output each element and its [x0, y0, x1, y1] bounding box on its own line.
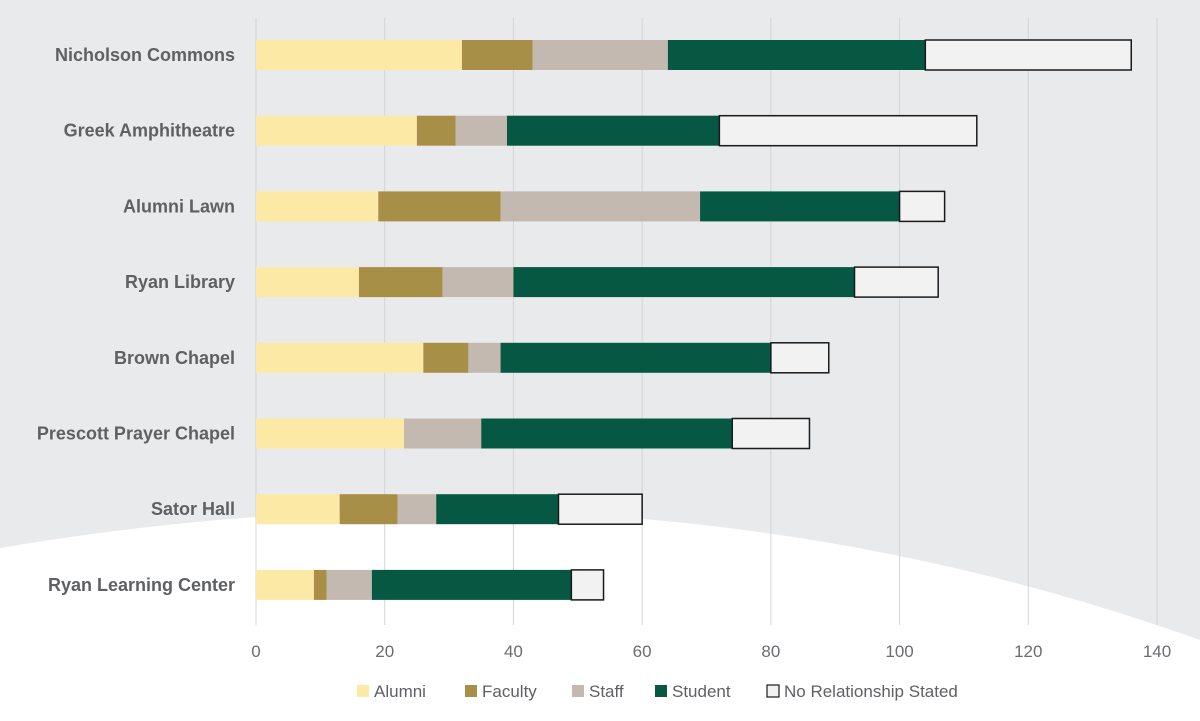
legend-label: No Relationship Stated — [784, 682, 958, 701]
legend-label: Staff — [589, 682, 624, 701]
bar-alumni — [256, 40, 462, 70]
bar-no-relationship-stated — [898, 190, 946, 223]
bar-staff — [468, 342, 501, 373]
bar-no-relationship-stated — [924, 39, 1133, 71]
bar-alumni — [256, 494, 340, 525]
legend-swatch — [655, 685, 667, 697]
legend-swatch — [465, 685, 477, 697]
bar-student — [506, 115, 720, 146]
bar-staff — [532, 40, 668, 70]
bar-faculty — [416, 115, 456, 146]
x-tick-label: 100 — [885, 642, 913, 661]
bar-alumni — [256, 267, 359, 298]
category-label: Brown Chapel — [114, 348, 235, 368]
legend: Alumni Faculty Staff Student No Relationship… — [357, 682, 958, 701]
bar-student — [371, 569, 572, 600]
x-tick-label: 60 — [633, 642, 652, 661]
category-label: Ryan Learning Center — [48, 575, 235, 595]
x-tick-label: 80 — [761, 642, 780, 661]
category-label: Nicholson Commons — [55, 45, 235, 65]
bar-staff — [326, 569, 372, 600]
category-label: Greek Amphitheatre — [64, 121, 235, 141]
category-label: Sator Hall — [151, 499, 235, 519]
bars — [256, 39, 1133, 601]
legend-label: Faculty — [482, 682, 537, 701]
bar-no-relationship-stated — [557, 493, 643, 525]
category-labels: Nicholson Commons Greek Amphitheatre Alumn… — [37, 45, 235, 595]
bar-alumni — [256, 418, 405, 449]
legend-swatch — [766, 684, 780, 698]
bar-student — [436, 494, 559, 525]
bar-faculty — [313, 569, 327, 600]
bar-no-relationship-stated — [731, 417, 811, 450]
category-label: Alumni Lawn — [123, 196, 235, 216]
bar-student — [667, 40, 926, 70]
legend-label: Alumni — [374, 682, 426, 701]
bar-alumni — [256, 569, 314, 600]
x-tick-label: 40 — [504, 642, 523, 661]
bar-faculty — [423, 342, 469, 373]
bar-faculty — [339, 494, 398, 525]
bar-staff — [500, 191, 701, 222]
bar-student — [500, 342, 771, 373]
bar-staff — [455, 115, 507, 146]
legend-swatch — [572, 685, 584, 697]
bar-staff — [404, 418, 482, 449]
bar-faculty — [461, 40, 533, 70]
x-tick-label: 120 — [1014, 642, 1042, 661]
category-label: Prescott Prayer Chapel — [37, 424, 235, 444]
bar-student — [700, 191, 900, 222]
legend-swatch — [357, 685, 369, 697]
bar-no-relationship-stated — [770, 342, 830, 374]
x-tick-labels: 0 20 40 60 80 100 120 140 — [251, 642, 1171, 661]
x-tick-label: 20 — [375, 642, 394, 661]
bar-alumni — [256, 115, 417, 146]
bar-student — [513, 267, 855, 298]
bar-alumni — [256, 342, 424, 373]
legend-label: Student — [672, 682, 731, 701]
x-tick-label: 140 — [1143, 642, 1171, 661]
bar-staff — [442, 267, 514, 298]
bar-no-relationship-stated — [853, 266, 939, 298]
bar-no-relationship-stated — [570, 569, 605, 601]
x-tick-label: 0 — [251, 642, 260, 661]
bar-staff — [397, 494, 437, 525]
bar-student — [481, 418, 733, 449]
category-label: Ryan Library — [125, 272, 235, 292]
bar-no-relationship-stated — [718, 114, 978, 147]
bar-alumni — [256, 191, 379, 222]
bar-faculty — [358, 267, 443, 298]
bar-faculty — [378, 191, 501, 222]
